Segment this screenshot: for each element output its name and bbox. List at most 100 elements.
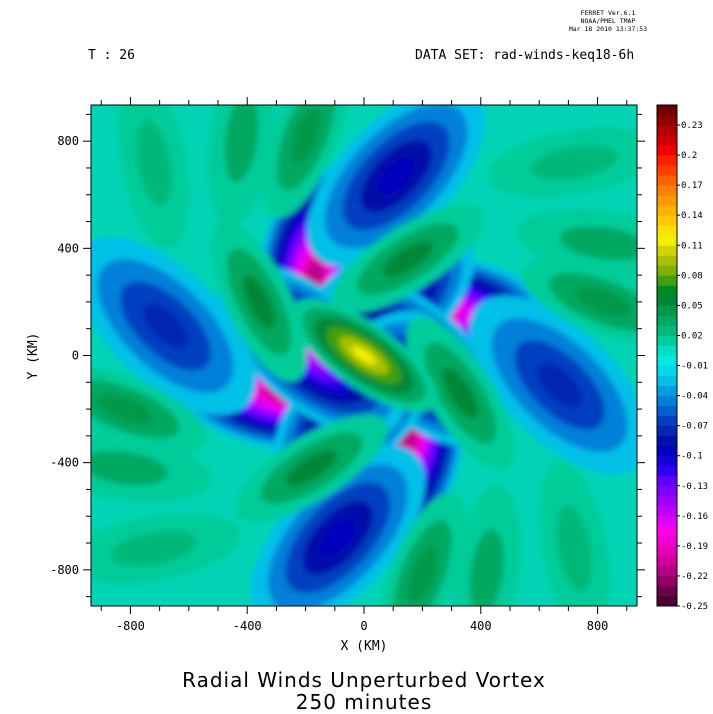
x-tick-label: -400 — [233, 619, 262, 633]
colorbar-swatch — [657, 445, 677, 457]
colorbar-swatch — [657, 345, 677, 356]
colorbar-swatch — [657, 395, 677, 406]
colorbar-swatch — [657, 295, 677, 306]
colorbar-label: 0.14 — [681, 211, 703, 221]
contour-field — [91, 105, 637, 606]
colorbar-swatch — [657, 125, 677, 136]
colorbar-frame — [656, 104, 678, 607]
colorbar-label: 0.05 — [681, 301, 703, 311]
colorbar-label: -0.04 — [681, 392, 708, 402]
y-tick-label: 400 — [57, 241, 79, 255]
colorbar-swatch — [657, 435, 677, 447]
colorbar-swatch — [657, 385, 677, 396]
contour-band — [537, 362, 583, 408]
colorbar-label: 0.17 — [681, 181, 703, 191]
field-feature-positive — [539, 461, 610, 606]
colorbar-swatch — [657, 525, 677, 537]
colorbar-swatch — [657, 195, 677, 206]
contour-band — [136, 119, 172, 206]
y-axis: -800 -400 0 400 800 — [50, 113, 645, 598]
field-feature-positive — [516, 208, 637, 278]
field-feature-negative — [250, 445, 426, 606]
contour-band — [291, 108, 321, 164]
colorbar-label: -0.25 — [681, 602, 708, 612]
field-feature-negative — [91, 236, 257, 416]
colorbar-swatch — [657, 575, 677, 587]
field-feature-positive — [487, 127, 637, 198]
field-feature-negative — [469, 295, 637, 475]
field-feature-positive — [207, 105, 276, 226]
field-feature-positive — [406, 316, 515, 470]
field-feature-positive — [91, 433, 212, 503]
field-feature-positive — [91, 513, 241, 584]
colorbar-label: -0.07 — [681, 422, 708, 432]
contour-band — [91, 451, 169, 486]
contour-band — [285, 450, 337, 486]
colorbar-swatch — [657, 105, 677, 116]
ferret-stamp: FERRET Ver.6.1 NOAA/PMEL TMAP Mar 18 201… — [548, 9, 668, 33]
ferret-org: NOAA/PMEL TMAP — [580, 17, 636, 25]
colorbar-swatch — [657, 185, 677, 196]
colorbar-swatch — [657, 485, 677, 497]
colorbar: -0.25 -0.22 -0.19 -0.16 -0.13 -0.1 -0.07 -0.04 -… — [656, 104, 708, 612]
colorbar-swatch — [657, 585, 677, 597]
colorbar-label: -0.22 — [681, 572, 708, 582]
contour-band — [142, 303, 189, 349]
colorbar-swatch — [657, 275, 677, 286]
contour-band — [242, 275, 275, 329]
colorbar-swatch — [657, 305, 677, 316]
contour-band — [442, 367, 479, 419]
colorbar-swatch — [657, 225, 677, 236]
x-axis: -800 -400 0 400 800 — [100, 97, 628, 633]
ferret-version: FERRET Ver.6.1 — [580, 9, 636, 17]
colorbar-swatch — [657, 455, 677, 467]
field-feature-negative — [306, 105, 486, 267]
y-tick-label: -800 — [50, 563, 79, 577]
contour-band — [320, 519, 356, 557]
contour-band — [382, 240, 434, 278]
field-feature-positive — [261, 105, 350, 219]
colorbar-swatch — [657, 155, 677, 166]
colorbar-label: -0.1 — [681, 452, 703, 462]
colorbar-swatch — [657, 285, 677, 296]
colorbar-swatch — [657, 325, 677, 336]
contour-band — [351, 346, 377, 365]
colorbar-swatch — [657, 265, 677, 276]
colorbar-swatch — [657, 115, 677, 126]
time-step-label: T : 26 — [88, 48, 135, 63]
contour-band — [97, 394, 153, 424]
chart-title: Radial Winds Unperturbed Vortex — [182, 668, 546, 692]
colorbar-swatch — [657, 595, 677, 607]
ferret-date: Mar 18 2010 13:37:53 — [568, 25, 648, 33]
field-feature-positive — [520, 258, 637, 346]
y-tick-label: 0 — [72, 349, 79, 363]
colorbar-swatch — [657, 255, 677, 266]
colorbar-label: -0.16 — [681, 512, 708, 522]
field-feature-positive — [452, 485, 521, 606]
colorbar-swatch — [657, 545, 677, 557]
x-tick-label: 800 — [587, 619, 609, 633]
field-feature-positive — [289, 298, 439, 413]
colorbar-swatch — [657, 405, 677, 417]
colorbar-swatch — [657, 415, 677, 427]
colorbar-label: 0.23 — [681, 121, 703, 131]
colorbar-label: -0.19 — [681, 542, 708, 552]
colorbar-swatch — [657, 205, 677, 216]
colorbar-swatch — [657, 215, 677, 226]
colorbar-swatch — [657, 245, 677, 256]
contour-band — [531, 145, 618, 181]
x-tick-label: 400 — [470, 619, 492, 633]
colorbar-swatch — [657, 515, 677, 527]
colorbar-swatch — [657, 495, 677, 507]
chart-subtitle: 250 minutes — [295, 690, 433, 714]
colorbar-label: -0.01 — [681, 362, 708, 372]
x-tick-label: 0 — [360, 619, 367, 633]
colorbar-swatch — [657, 315, 677, 326]
y-tick-label: -400 — [50, 456, 79, 470]
colorbar-swatch — [657, 235, 677, 246]
contour-band — [407, 547, 437, 603]
colorbar-swatch — [657, 135, 677, 146]
field-feature-positive — [378, 492, 467, 606]
x-axis-label: X (KM) — [341, 639, 388, 654]
